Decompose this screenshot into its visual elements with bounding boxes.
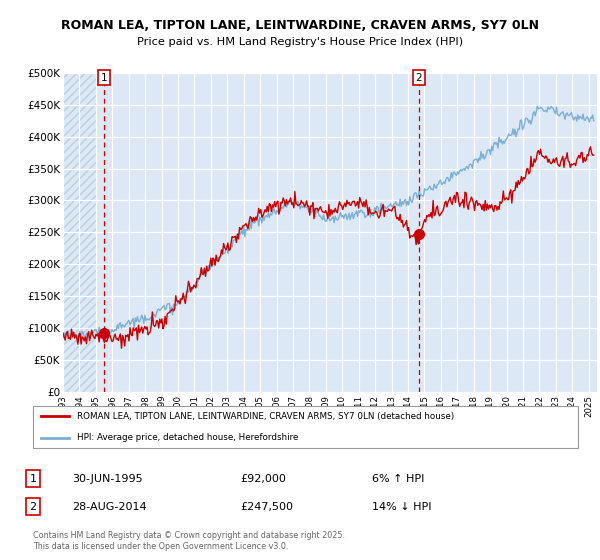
Text: ROMAN LEA, TIPTON LANE, LEINTWARDINE, CRAVEN ARMS, SY7 0LN: ROMAN LEA, TIPTON LANE, LEINTWARDINE, CR… xyxy=(61,18,539,32)
Text: ROMAN LEA, TIPTON LANE, LEINTWARDINE, CRAVEN ARMS, SY7 0LN (detached house): ROMAN LEA, TIPTON LANE, LEINTWARDINE, CR… xyxy=(77,412,454,421)
Text: 2: 2 xyxy=(29,502,37,512)
Text: 1: 1 xyxy=(29,474,37,484)
Text: HPI: Average price, detached house, Herefordshire: HPI: Average price, detached house, Here… xyxy=(77,433,298,442)
Text: 1: 1 xyxy=(101,73,107,83)
Text: £247,500: £247,500 xyxy=(240,502,293,512)
Text: Contains HM Land Registry data © Crown copyright and database right 2025.
This d: Contains HM Land Registry data © Crown c… xyxy=(33,531,345,550)
Bar xyxy=(63,73,96,392)
Text: 28-AUG-2014: 28-AUG-2014 xyxy=(72,502,146,512)
Text: £92,000: £92,000 xyxy=(240,474,286,484)
Text: 2: 2 xyxy=(416,73,422,83)
Text: 6% ↑ HPI: 6% ↑ HPI xyxy=(372,474,424,484)
Text: Price paid vs. HM Land Registry's House Price Index (HPI): Price paid vs. HM Land Registry's House … xyxy=(137,37,463,47)
Text: 30-JUN-1995: 30-JUN-1995 xyxy=(72,474,143,484)
FancyBboxPatch shape xyxy=(33,405,578,449)
Text: 14% ↓ HPI: 14% ↓ HPI xyxy=(372,502,431,512)
